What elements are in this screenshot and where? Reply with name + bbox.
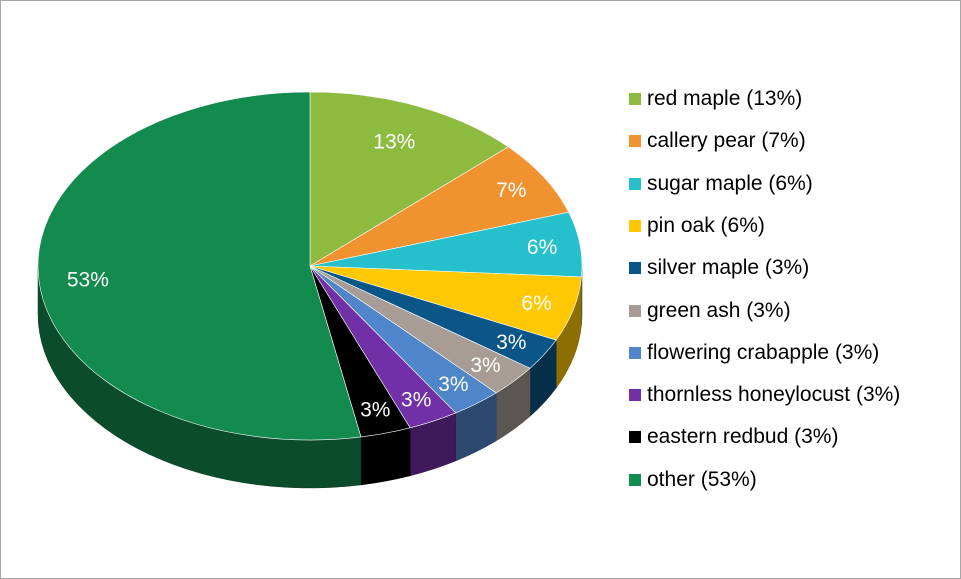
- legend-label: red maple (13%): [647, 87, 803, 110]
- legend-label: flowering crabapple (3%): [647, 340, 880, 364]
- pie-slice-callery-pear[interactable]: [309, 146, 570, 267]
- legend-label: thornless honeylocust (3%): [647, 383, 901, 407]
- legend-swatch: [629, 389, 641, 402]
- data-label-eastern-redbud: 3%: [360, 399, 390, 422]
- data-label-silver-maple: 3%: [496, 331, 526, 354]
- legend-swatch: [629, 262, 641, 275]
- legend-swatch: [629, 135, 641, 148]
- pie-side-walls: [37, 265, 583, 489]
- legend-label: other (53%): [647, 467, 757, 491]
- pie-slice-red-maple[interactable]: [309, 91, 509, 267]
- legend-label: sugar maple (6%): [647, 171, 813, 195]
- data-label-other: 53%: [67, 268, 109, 291]
- legend-swatch: [629, 431, 641, 444]
- legend-label: callery pear (7%): [647, 129, 806, 153]
- legend-swatch: [629, 219, 641, 232]
- data-label-sugar-maple: 6%: [527, 236, 557, 259]
- pie-slices: [37, 91, 583, 441]
- legend-label: pin oak (6%): [647, 213, 765, 237]
- legend-swatch: [629, 346, 641, 359]
- legend-swatch: [629, 93, 641, 105]
- legend-swatch: [629, 473, 641, 486]
- data-label-flowering-crabapple: 3%: [438, 373, 468, 396]
- data-label-red-maple: 13%: [373, 130, 415, 153]
- pie-slice-other[interactable]: [37, 91, 362, 441]
- data-label-green-ash: 3%: [470, 354, 500, 377]
- legend-label: eastern redbud (3%): [647, 425, 839, 449]
- legend-swatch: [629, 177, 641, 190]
- legend-swatch: [629, 304, 641, 317]
- data-label-thornless-honeylocust: 3%: [401, 388, 431, 411]
- legend-label: silver maple (3%): [647, 256, 810, 280]
- pie-side-eastern-redbud: [360, 427, 411, 486]
- legend-label: green ash (3%): [647, 298, 791, 322]
- data-label-pin-oak: 6%: [521, 292, 551, 315]
- data-label-callery-pear: 7%: [496, 179, 526, 202]
- data-labels: 13%7%6%6%3%3%3%3%3%53%: [67, 130, 557, 421]
